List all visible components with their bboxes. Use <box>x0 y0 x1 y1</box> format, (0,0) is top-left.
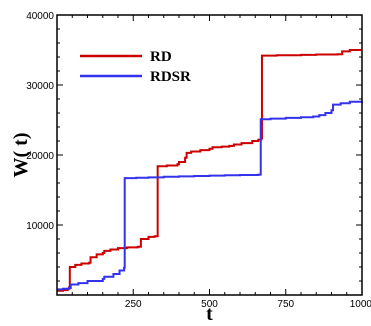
x-tick-label: 250 <box>125 299 142 310</box>
x-axis-title: t <box>206 303 213 325</box>
legend: RD RDSR <box>80 49 191 85</box>
y-axis-title: W( t) <box>10 133 32 178</box>
y-tick-label: 40000 <box>26 11 54 22</box>
series-layer <box>57 49 363 292</box>
series-line-rd <box>57 49 362 292</box>
legend-label-rd: RD <box>150 49 172 65</box>
x-tick-label: 1000 <box>350 299 371 310</box>
y-tick-label: 10000 <box>26 221 54 232</box>
legend-label-rdsr: RDSR <box>150 69 191 85</box>
x-tick-label: 750 <box>277 299 294 310</box>
y-tick-label: 20000 <box>26 151 54 162</box>
series-line-rdsr <box>57 100 363 291</box>
ticks-layer: 250 500 750 1000 10000 20000 30000 40000 <box>26 11 371 310</box>
y-tick-label: 30000 <box>26 81 54 92</box>
x-tick-label: 500 <box>201 299 218 310</box>
